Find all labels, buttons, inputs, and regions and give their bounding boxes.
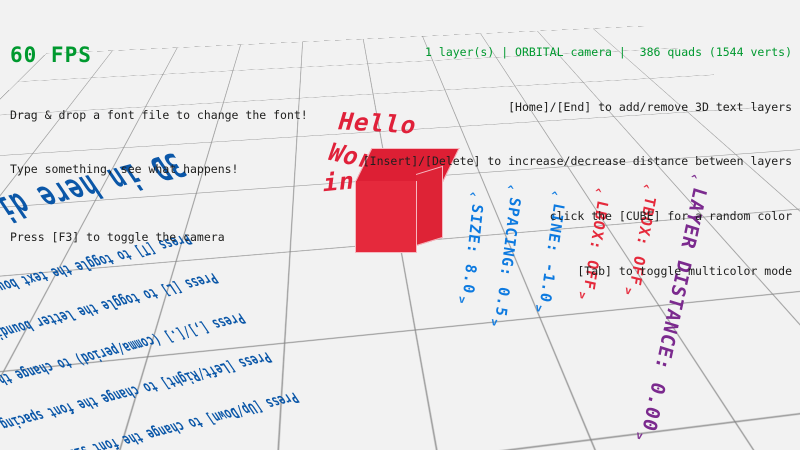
hud-top-left: 60 FPS Drag & drop a font file to change…: [10, 6, 308, 283]
fps-counter: 60 FPS: [10, 43, 92, 67]
hint-layer-distance: [Insert]/[Delete] to increase/decrease d…: [362, 154, 792, 169]
hud-top-right: 1 layer(s) | ORBITAL camera | 386 quads …: [363, 6, 792, 317]
status-line: 1 layer(s) | ORBITAL camera | 386 quads …: [425, 45, 792, 59]
cube[interactable]: [353, 148, 460, 256]
hint-multicolor: [Tab] to toggle multicolor mode: [577, 263, 792, 278]
cube-face-front[interactable]: [355, 181, 417, 253]
hint-cube-color: click the [CUBE] for a random color: [549, 209, 792, 224]
hint-toggle-camera: Press [F3] to toggle the camera: [10, 229, 225, 244]
hint-layers: [Home]/[End] to add/remove 3D text layer…: [508, 99, 792, 114]
hint-type: Type something, see what happens!: [10, 162, 239, 177]
hint-drag-drop: Drag & drop a font file to change the fo…: [10, 108, 308, 123]
